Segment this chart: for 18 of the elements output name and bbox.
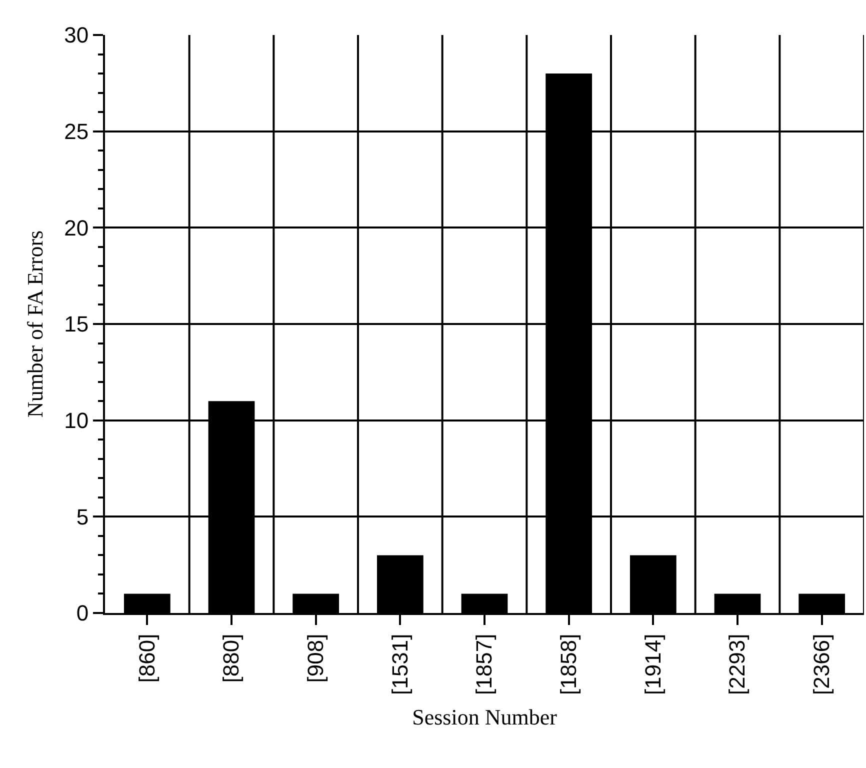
x-tick-label: [880] <box>218 634 244 683</box>
y-axis-title: Number of FA Errors <box>22 230 48 418</box>
y-tick-label: 20 <box>64 215 89 240</box>
y-tick-label: 15 <box>64 312 89 337</box>
x-axis-title: Session Number <box>412 704 558 730</box>
y-tick-label: 25 <box>64 119 89 144</box>
x-tick-label: [860] <box>134 634 160 683</box>
y-tick-label: 30 <box>64 22 89 48</box>
x-tick-label: [1531] <box>387 634 412 695</box>
x-tick-label: [1914] <box>640 634 666 695</box>
x-tick-label: [1858] <box>556 634 581 695</box>
x-tick-label: [1857] <box>472 634 497 695</box>
x-tick-label: [2366] <box>808 634 834 695</box>
x-tick-label: [908] <box>302 634 328 683</box>
y-tick-label: 10 <box>64 408 89 434</box>
y-tick-label: 5 <box>76 504 89 530</box>
x-tick-label: [2293] <box>724 634 750 695</box>
y-tick-label: 0 <box>76 600 89 626</box>
